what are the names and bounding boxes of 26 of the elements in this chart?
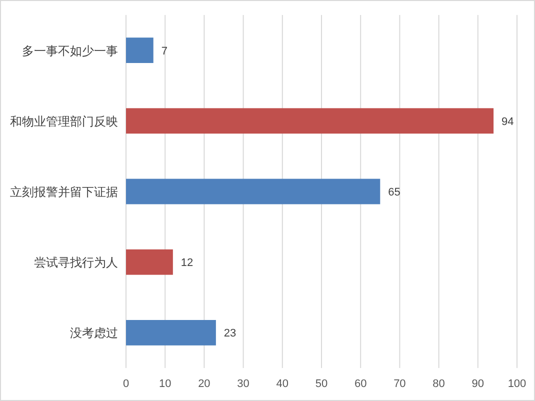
x-tick-label: 70 — [394, 378, 406, 390]
bar — [126, 249, 173, 275]
bar — [126, 178, 380, 204]
y-tick-label: 立刻报警并留下证据 — [10, 185, 118, 199]
y-tick-label: 尝试寻找行为人 — [34, 256, 118, 270]
bar — [126, 38, 154, 64]
x-tick-label: 100 — [508, 378, 526, 390]
data-label: 94 — [502, 116, 514, 128]
x-tick-label: 40 — [276, 378, 289, 390]
y-tick-label: 多一事不如少一事 — [22, 44, 118, 58]
x-tick-label: 90 — [472, 378, 484, 390]
y-tick-label: 没考虑过 — [70, 326, 118, 340]
x-tick-label: 10 — [158, 378, 172, 390]
data-label: 65 — [388, 186, 400, 198]
data-label: 7 — [161, 45, 168, 58]
x-tick-label: 30 — [237, 378, 250, 390]
x-tick-label: 80 — [432, 378, 445, 390]
bar — [126, 320, 216, 346]
bar — [126, 108, 494, 134]
data-label: 23 — [224, 328, 236, 340]
x-tick-label: 0 — [122, 378, 130, 390]
data-label: 12 — [180, 257, 194, 270]
x-tick-label: 50 — [315, 378, 328, 390]
x-tick-label: 60 — [354, 378, 367, 390]
y-tick-label: 和物业管理部门反映 — [10, 114, 118, 128]
x-tick-label: 20 — [198, 378, 210, 390]
